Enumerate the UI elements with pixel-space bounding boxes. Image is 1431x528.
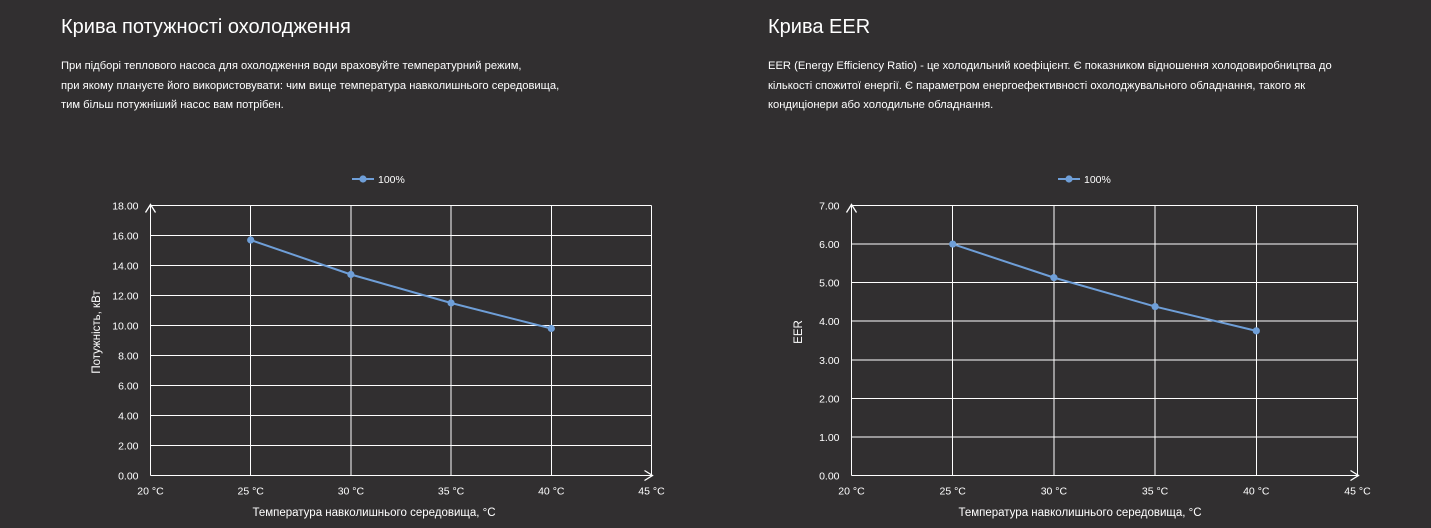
y-tick-label: 8.00 [118, 351, 139, 363]
x-tick-label: 45 °C [1344, 486, 1371, 498]
x-tick-label: 30 °C [338, 486, 365, 498]
legend-label: 100% [1084, 174, 1111, 186]
series-line [952, 243, 1257, 332]
y-tick-label: 16.00 [112, 231, 138, 243]
x-axis-title: Температура навколишнього середовища, °C [252, 507, 495, 519]
x-axis-title: Температура навколишнього середовища, °C [958, 507, 1201, 519]
data-point [247, 236, 255, 244]
data-point [447, 299, 455, 307]
x-tick-label: 40 °C [538, 486, 565, 498]
y-axis-arrow [144, 203, 157, 213]
y-tick-label: 5.00 [819, 278, 840, 290]
data-point [1050, 274, 1058, 282]
y-tick-label: 3.00 [819, 355, 840, 367]
x-tick-label: 25 °C [940, 486, 967, 498]
chart-legend: 100% [1058, 174, 1111, 186]
description-line: кондиціонери або холодильне обладнання. [768, 99, 994, 111]
x-tick-label: 20 °C [137, 486, 164, 498]
y-axis-title: EER [793, 320, 805, 344]
x-tick-label: 45 °C [638, 486, 665, 498]
y-axis-arrow [845, 203, 858, 213]
x-tick-label: 35 °C [1142, 486, 1169, 498]
cooling-capacity-description: При підборі теплового насоса для охолодж… [61, 57, 621, 116]
cooling-capacity-panel: Крива потужності охолодження При підборі… [61, 16, 665, 519]
y-tick-label: 0.00 [819, 471, 840, 483]
description-line: кількості спожитої енергії. Є параметром… [768, 79, 1306, 92]
eer-description: EER (Energy Efficiency Ratio) - це холод… [768, 57, 1368, 116]
series-line [250, 239, 552, 330]
description-line: EER (Energy Efficiency Ratio) - це холод… [768, 60, 1332, 72]
legend-marker-icon [1065, 175, 1073, 183]
y-tick-label: 6.00 [118, 381, 139, 393]
legend-marker-icon [359, 175, 367, 183]
legend-label: 100% [378, 174, 405, 186]
x-tick-label: 25 °C [238, 486, 265, 498]
cooling-capacity-title: Крива потужності охолодження [61, 16, 351, 38]
x-tick-label: 35 °C [438, 486, 465, 498]
description-line: При підборі теплового насоса для охолодж… [61, 60, 522, 72]
data-point [347, 270, 355, 279]
y-tick-label: 7.00 [819, 201, 840, 213]
eer-title: Крива EER [768, 16, 871, 38]
y-tick-label: 2.00 [118, 441, 139, 453]
description-line: тим більш потужніший насос вам потрібен. [61, 99, 284, 111]
y-tick-label: 10.00 [112, 321, 138, 333]
eer-panel: Крива EER EER (Energy Efficiency Ratio) … [716, 0, 1431, 528]
x-tick-label: 20 °C [838, 486, 865, 498]
y-tick-label: 4.00 [819, 316, 840, 328]
y-tick-label: 0.00 [118, 471, 139, 483]
y-tick-label: 14.00 [112, 261, 138, 273]
y-tick-label: 2.00 [819, 393, 840, 405]
y-axis-title: Потужність, кВт [91, 290, 103, 374]
chart-legend: 100% [352, 174, 405, 186]
data-point [547, 324, 555, 333]
y-tick-label: 4.00 [118, 411, 139, 423]
cooling-capacity-chart: 0.00 2.00 4.00 6.00 8.00 10.00 12.00 14.00 16.00… [91, 174, 665, 519]
x-axis-arrow [1350, 469, 1360, 482]
description-line: при якому плануєте його використовувати:… [61, 79, 560, 92]
data-point [1151, 302, 1159, 311]
eer-chart: 0.00 1.00 2.00 3.00 4.00 5.00 6.00 7.00 20 °C 25 … [793, 174, 1371, 519]
x-tick-label: 30 °C [1041, 486, 1068, 498]
data-point [949, 240, 957, 248]
y-tick-label: 18.00 [112, 201, 138, 213]
x-tick-label: 40 °C [1243, 486, 1270, 498]
data-point [1252, 327, 1260, 335]
y-tick-label: 1.00 [819, 432, 840, 444]
y-tick-label: 12.00 [112, 291, 138, 303]
y-tick-label: 6.00 [819, 239, 840, 251]
x-axis-arrow [644, 469, 654, 482]
